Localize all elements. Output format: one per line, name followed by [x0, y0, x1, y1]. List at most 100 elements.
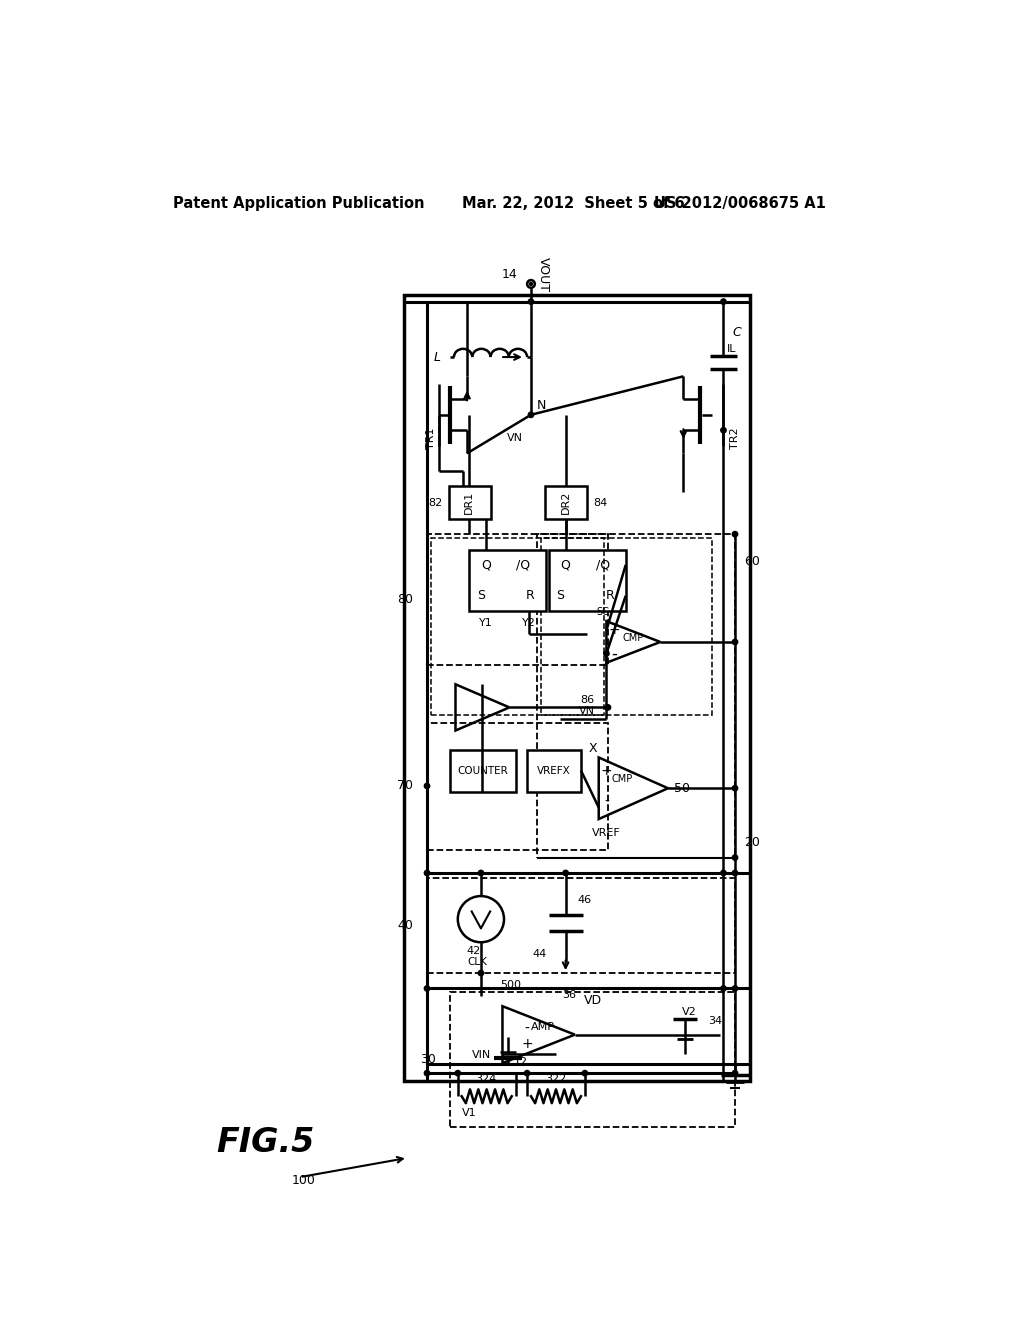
Text: 324: 324	[476, 1074, 497, 1084]
Bar	[427, 878, 735, 973]
Circle shape	[478, 870, 483, 875]
Circle shape	[721, 298, 726, 305]
Circle shape	[732, 1071, 737, 1076]
Text: VOUT: VOUT	[538, 257, 550, 292]
Text: S: S	[477, 589, 485, 602]
Bar	[538, 535, 735, 858]
Text: +: +	[608, 623, 620, 638]
Text: SC: SC	[596, 607, 609, 616]
Circle shape	[424, 783, 430, 788]
Circle shape	[721, 870, 726, 875]
Text: 44: 44	[532, 949, 547, 958]
Circle shape	[524, 1071, 529, 1076]
Text: COUNTER: COUNTER	[457, 766, 508, 776]
Text: 42: 42	[466, 946, 480, 957]
Text: CMP: CMP	[611, 774, 633, 784]
Text: VREFX: VREFX	[538, 766, 571, 776]
Text: 322: 322	[545, 1074, 566, 1084]
Circle shape	[732, 639, 737, 644]
Text: 82: 82	[428, 498, 442, 508]
Text: 500: 500	[500, 979, 521, 990]
Text: US 2012/0068675 A1: US 2012/0068675 A1	[654, 195, 826, 211]
Circle shape	[529, 282, 532, 285]
Circle shape	[732, 986, 737, 991]
Text: DR2: DR2	[560, 491, 570, 515]
Text: Mar. 22, 2012  Sheet 5 of 6: Mar. 22, 2012 Sheet 5 of 6	[462, 195, 684, 211]
Circle shape	[528, 412, 534, 417]
Circle shape	[732, 870, 737, 875]
Text: AMP: AMP	[530, 1022, 555, 1032]
Text: 46: 46	[578, 895, 591, 906]
Circle shape	[732, 785, 737, 791]
Bar	[427, 723, 608, 850]
Text: 86: 86	[581, 694, 594, 705]
Text: Y1: Y1	[479, 618, 494, 628]
Text: R: R	[526, 589, 535, 602]
Text: Patent Application Publication: Patent Application Publication	[173, 195, 424, 211]
Text: C: C	[733, 326, 741, 339]
Text: 36: 36	[562, 990, 575, 999]
Circle shape	[563, 870, 568, 875]
Bar	[431, 539, 604, 715]
Text: V1: V1	[462, 1109, 476, 1118]
Text: CLK: CLK	[467, 957, 487, 966]
Circle shape	[478, 970, 483, 975]
Bar	[469, 549, 547, 611]
Circle shape	[732, 855, 737, 861]
Text: S: S	[556, 589, 564, 602]
Bar	[545, 486, 587, 519]
Text: 70: 70	[397, 779, 413, 792]
Circle shape	[721, 986, 726, 991]
Text: TR1: TR1	[426, 428, 436, 449]
Bar	[451, 750, 515, 792]
Text: VN: VN	[580, 706, 595, 717]
Text: Y2: Y2	[522, 618, 537, 628]
Text: DR1: DR1	[464, 491, 474, 515]
Text: 30: 30	[421, 1053, 436, 1065]
Text: VIN: VIN	[472, 1049, 490, 1060]
Circle shape	[604, 651, 609, 656]
Circle shape	[528, 298, 534, 305]
Text: X: X	[588, 742, 597, 755]
Text: TR2: TR2	[730, 428, 740, 449]
Bar	[527, 750, 581, 792]
Text: VN: VN	[507, 433, 523, 444]
Text: -: -	[524, 1022, 529, 1035]
Text: +: +	[601, 764, 612, 779]
Text: R: R	[605, 589, 614, 602]
Text: N: N	[538, 399, 547, 412]
Circle shape	[424, 1071, 430, 1076]
Circle shape	[605, 705, 610, 710]
Bar	[451, 993, 735, 1127]
Text: Q: Q	[481, 558, 492, 572]
Text: -: -	[604, 795, 609, 809]
Circle shape	[424, 870, 430, 875]
Text: Q: Q	[561, 558, 570, 572]
Bar	[549, 549, 626, 611]
Bar	[403, 296, 751, 1081]
Text: /Q: /Q	[516, 558, 530, 572]
Bar	[541, 539, 712, 715]
Text: CMP: CMP	[623, 634, 644, 643]
Text: L: L	[434, 351, 441, 363]
Bar	[427, 535, 608, 665]
Text: 12: 12	[514, 1056, 528, 1067]
Text: -: -	[611, 644, 617, 663]
Text: /Q: /Q	[596, 558, 609, 572]
Text: +: +	[521, 1038, 532, 1051]
Text: 84: 84	[593, 498, 607, 508]
Text: 60: 60	[744, 554, 760, 568]
Text: 14: 14	[502, 268, 517, 281]
Text: 20: 20	[744, 836, 760, 849]
Text: 80: 80	[397, 593, 413, 606]
Text: 100: 100	[292, 1175, 315, 1188]
Text: 34: 34	[708, 1016, 722, 1026]
Text: FIG.5: FIG.5	[216, 1126, 314, 1159]
Circle shape	[424, 986, 430, 991]
Circle shape	[721, 428, 726, 433]
Bar	[449, 486, 490, 519]
Text: VD: VD	[584, 994, 602, 1007]
Circle shape	[583, 1071, 588, 1076]
Circle shape	[732, 532, 737, 537]
Text: V2: V2	[681, 1007, 696, 1016]
